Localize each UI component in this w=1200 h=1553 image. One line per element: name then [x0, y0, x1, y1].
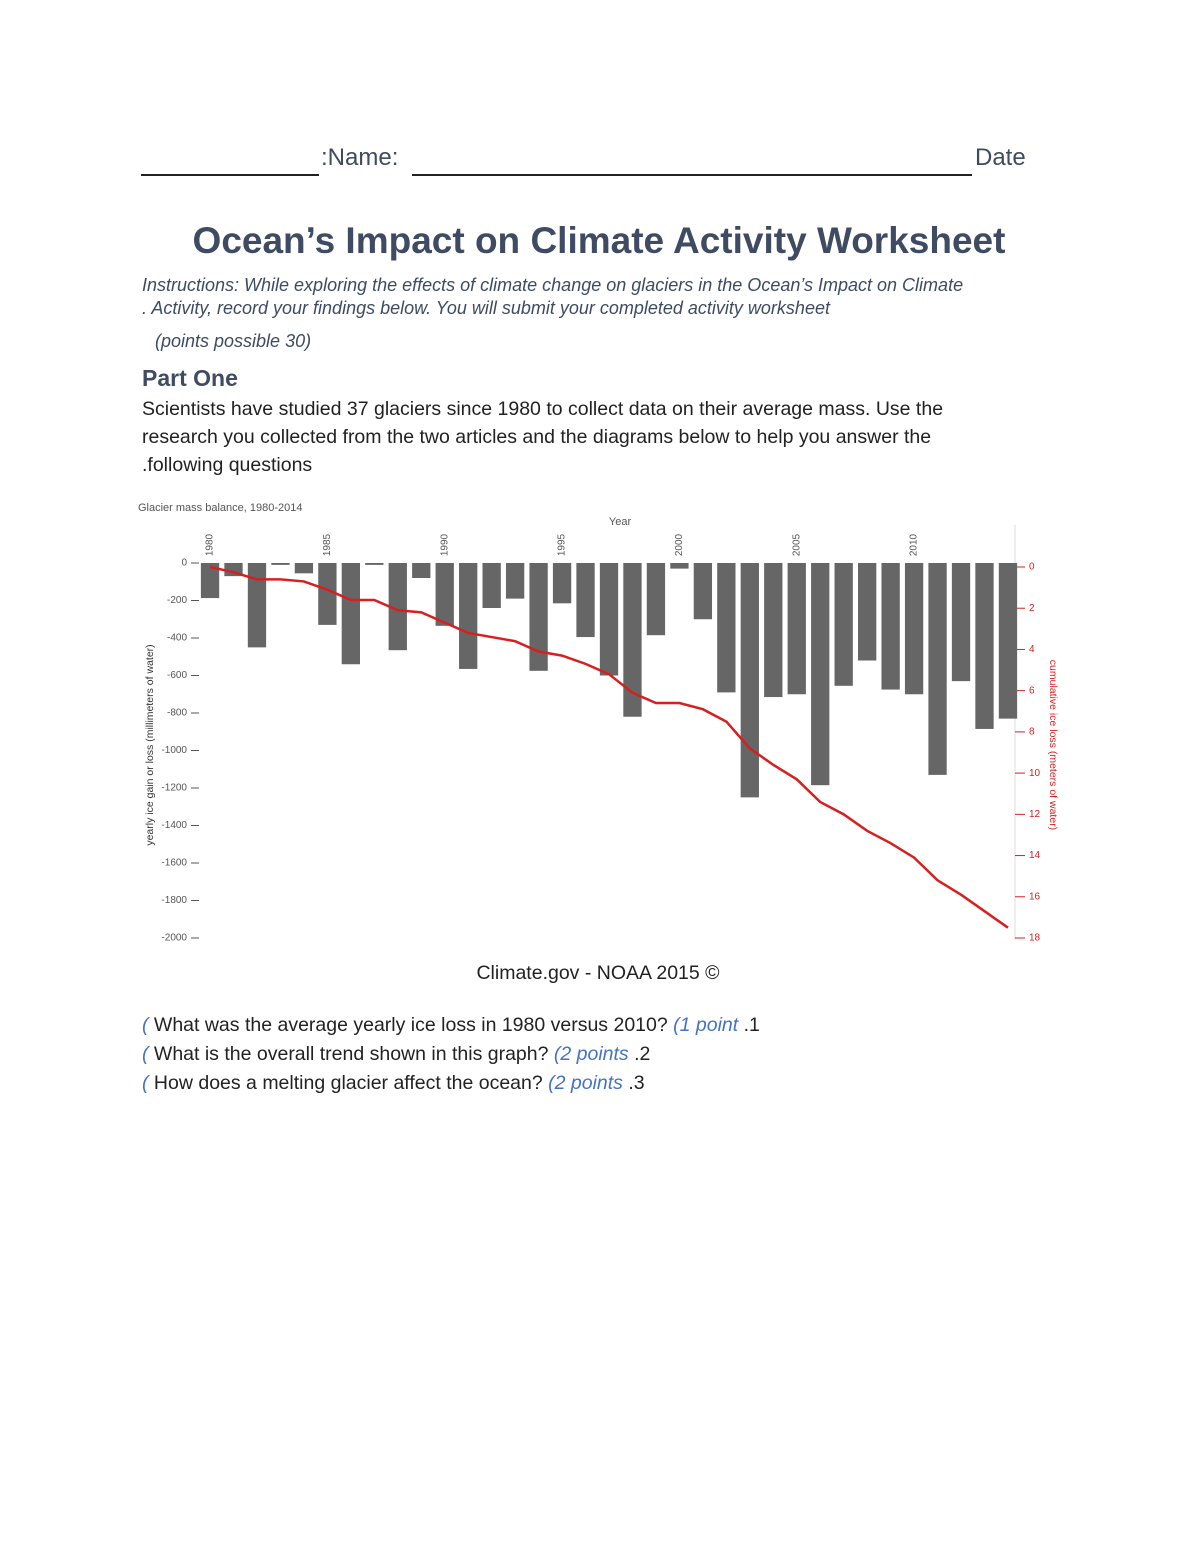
- paragraph: Scientists have studied 37 glaciers sinc…: [142, 398, 944, 420]
- points-possible: (points possible 30): [155, 331, 312, 351]
- x-tick-label: 2005: [791, 533, 802, 556]
- y-tick-label: -1800: [161, 895, 187, 906]
- bar: [599, 563, 619, 676]
- instructions: . Activity, record your findings below. …: [142, 298, 830, 318]
- bar: [435, 563, 454, 626]
- bar: [858, 563, 877, 661]
- section-heading: Part One: [142, 365, 238, 391]
- bar: [341, 563, 360, 665]
- question-text: How does a melting glacier affect the oc…: [153, 1072, 543, 1094]
- question-number: .2: [634, 1043, 651, 1065]
- question-number: .1: [743, 1014, 760, 1036]
- y2-tick-label: 4: [1029, 644, 1035, 655]
- y2-tick-label: 8: [1029, 727, 1035, 738]
- bar: [294, 563, 314, 574]
- title: Ocean’s Impact on Climate Activity Works…: [192, 220, 1006, 261]
- bar: [623, 563, 642, 717]
- bar: [576, 563, 595, 638]
- chart-title: Glacier mass balance, 1980-2014: [138, 502, 302, 514]
- y2-tick-label: 18: [1029, 933, 1041, 944]
- y2-tick-label: 0: [1029, 562, 1035, 573]
- y-tick-label: 0: [181, 558, 187, 569]
- points: (2 points: [548, 1072, 623, 1094]
- y2-tick-label: 6: [1029, 685, 1035, 696]
- caption: Climate.gov - NOAA 2015 ©: [476, 962, 720, 984]
- question-text: What is the overall trend shown in this …: [153, 1043, 549, 1065]
- bar: [904, 563, 924, 695]
- y2-tick-label: 12: [1029, 809, 1041, 820]
- bar: [764, 563, 783, 698]
- paragraph: .following questions: [142, 454, 313, 476]
- paragraph: research you collected from the two arti…: [142, 426, 932, 448]
- x-axis-label: Year: [609, 516, 632, 528]
- question: ( What is the overall trend shown in thi…: [142, 1043, 650, 1066]
- question-text: What was the average yearly ice loss in …: [153, 1014, 668, 1036]
- x-tick-label: 1990: [439, 533, 450, 556]
- bar: [740, 563, 759, 798]
- y2-tick-label: 14: [1029, 850, 1041, 861]
- bar: [505, 563, 525, 599]
- points: (1 point: [673, 1014, 739, 1036]
- bar: [646, 563, 666, 636]
- bar: [951, 563, 971, 682]
- paren: (: [142, 1043, 149, 1065]
- bar: [459, 563, 478, 669]
- blank-line: [141, 174, 319, 176]
- x-tick-label: 2010: [909, 533, 920, 556]
- y-tick-label: -600: [167, 670, 187, 681]
- y-tick-label: -1200: [161, 783, 187, 794]
- bar: [388, 563, 407, 651]
- bar: [834, 563, 853, 686]
- bar: [670, 563, 689, 569]
- bar: [811, 563, 830, 786]
- bar: [787, 563, 806, 695]
- y2-axis-label: cumulative ice loss (meters of water): [1047, 660, 1059, 830]
- y-tick-label: -1000: [161, 745, 187, 756]
- bar: [998, 563, 1018, 719]
- question: ( What was the average yearly ice loss i…: [142, 1014, 760, 1037]
- y2-tick-label: 16: [1029, 891, 1041, 902]
- bar: [200, 563, 220, 599]
- date-label: Date: [975, 144, 1026, 171]
- bar: [482, 563, 501, 608]
- bar: [529, 563, 548, 671]
- chart: Glacier mass balance, 1980-2014 Year yearl…: [138, 502, 1059, 944]
- points: (2 points: [553, 1043, 629, 1065]
- y-tick-label: -200: [167, 595, 187, 606]
- question-number: .3: [628, 1072, 645, 1094]
- y-axis-label: yearly ice gain or loss (millimeters of …: [144, 644, 156, 845]
- paren: (: [142, 1072, 149, 1094]
- y2-tick-label: 2: [1029, 603, 1035, 614]
- bar: [552, 563, 572, 604]
- instructions: Instructions: While exploring the effect…: [142, 275, 964, 295]
- paren: (: [142, 1014, 149, 1036]
- bar: [928, 563, 947, 775]
- bar: [318, 563, 337, 625]
- bar: [271, 563, 290, 565]
- bar: [693, 563, 713, 620]
- bar: [881, 563, 900, 690]
- y-tick-label: -400: [167, 633, 187, 644]
- bar: [412, 563, 431, 578]
- line: [209, 565, 1009, 929]
- x-tick-label: 1995: [557, 533, 568, 556]
- blank-line: [412, 174, 972, 176]
- y-tick-label: -800: [167, 708, 187, 719]
- y-tick-label: -1400: [161, 820, 187, 831]
- y-tick-label: -1600: [161, 858, 187, 869]
- bar: [247, 563, 267, 648]
- name-label: :Name:: [321, 144, 399, 171]
- bar: [975, 563, 994, 729]
- y-tick-label: -2000: [161, 933, 187, 944]
- y2-tick-label: 10: [1029, 768, 1041, 779]
- bar: [365, 563, 384, 565]
- question: ( How does a melting glacier affect the …: [142, 1072, 645, 1095]
- x-tick-label: 2000: [674, 533, 685, 556]
- x-tick-label: 1980: [205, 533, 216, 556]
- x-tick-label: 1985: [322, 533, 333, 556]
- bar: [717, 563, 736, 693]
